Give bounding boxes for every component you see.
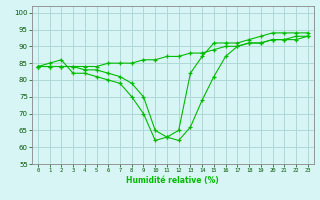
X-axis label: Humidité relative (%): Humidité relative (%) bbox=[126, 176, 219, 185]
